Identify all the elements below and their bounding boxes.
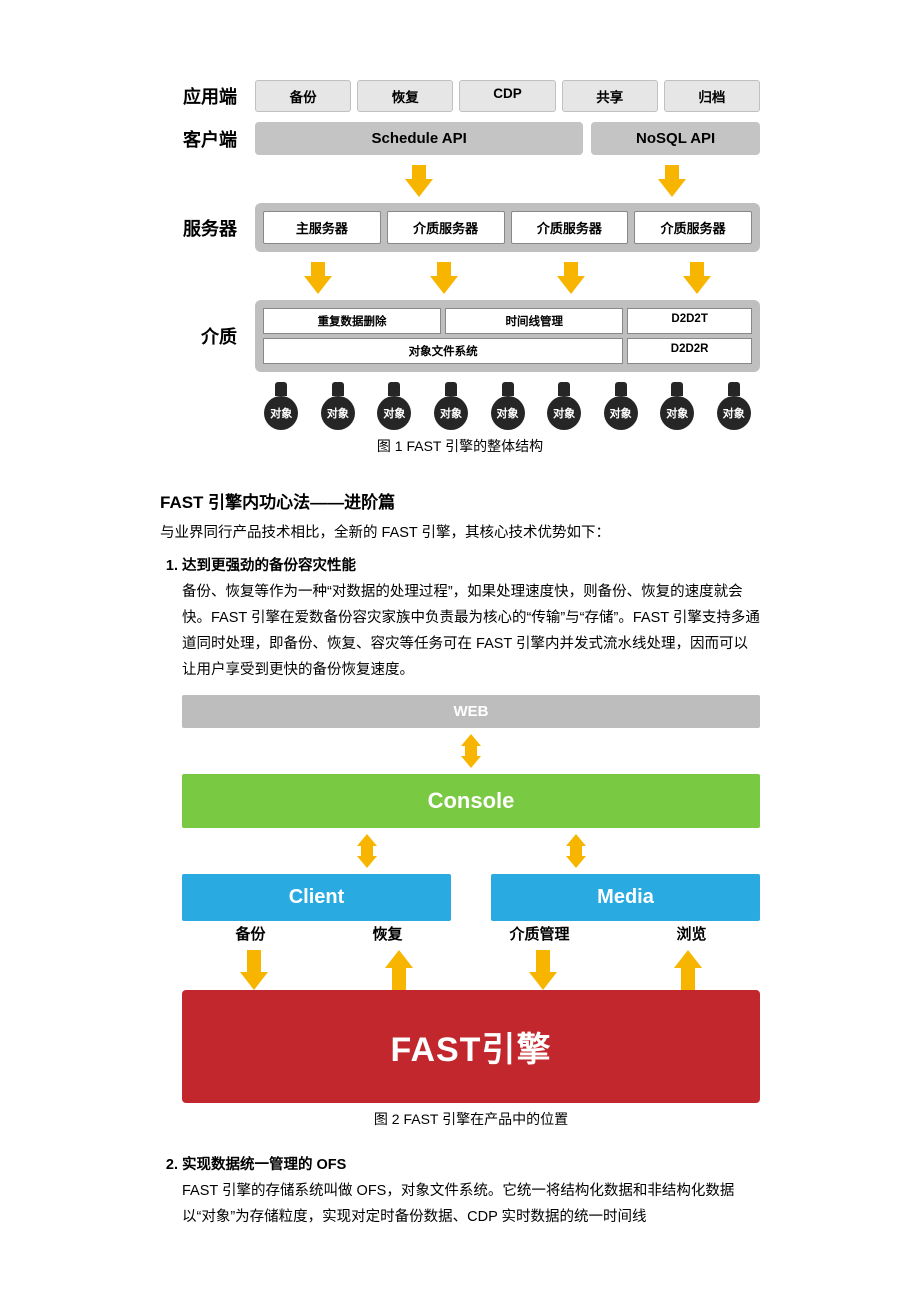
object-label: 对象 — [321, 396, 355, 430]
fig2-label-manage: 介质管理 — [509, 923, 569, 944]
app-cdp: CDP — [459, 80, 555, 112]
fig1-label-app: 应用端 — [160, 83, 255, 109]
fig2-arrows-console-cm — [182, 834, 760, 868]
fig1-client-row: 客户端 Schedule API NoSQL API — [160, 122, 760, 155]
object-label: 对象 — [717, 396, 751, 430]
double-arrow-icon — [566, 834, 586, 868]
arrow-down-icon — [658, 165, 686, 197]
object-node: 对象 — [538, 382, 591, 430]
app-archive: 归档 — [664, 80, 760, 112]
medium-timeline: 时间线管理 — [445, 308, 623, 334]
client-schedule-api: Schedule API — [255, 122, 583, 155]
fig1-caption: 图 1 FAST 引擎的整体结构 — [160, 436, 760, 456]
fig2-label-browse: 浏览 — [676, 923, 706, 944]
fig2-arrows-bottom — [182, 950, 760, 990]
fig2-label-row: 备份 恢复 介质管理 浏览 — [182, 923, 760, 944]
fig1-server-wrap: 主服务器 介质服务器 介质服务器 介质服务器 — [255, 203, 760, 252]
object-label: 对象 — [264, 396, 298, 430]
app-backup: 备份 — [255, 80, 351, 112]
object-label: 对象 — [547, 396, 581, 430]
section-title: FAST 引擎内功心法——进阶篇 — [160, 488, 760, 513]
arrow-down-icon — [683, 262, 711, 294]
object-node: 对象 — [425, 382, 478, 430]
medium-dedup: 重复数据删除 — [263, 308, 441, 334]
arrow-down-icon — [529, 950, 557, 990]
fig2-web: WEB — [182, 695, 760, 728]
object-node: 对象 — [651, 382, 704, 430]
object-label: 对象 — [604, 396, 638, 430]
fig2-engine: FAST引擎 — [182, 990, 760, 1103]
double-arrow-icon — [461, 734, 481, 768]
medium-ofs: 对象文件系统 — [263, 338, 623, 364]
object-label: 对象 — [491, 396, 525, 430]
list-item-1: 达到更强劲的备份容灾性能 备份、恢复等作为一种“对数据的处理过程”，如果处理速度… — [182, 554, 760, 1129]
item2-body: FAST 引擎的存储系统叫做 OFS，对象文件系统。它统一将结构化数据和非结构化… — [182, 1178, 760, 1230]
medium-d2d2r: D2D2R — [627, 338, 752, 364]
medium-d2d2t: D2D2T — [627, 308, 752, 334]
server-media3: 介质服务器 — [634, 211, 752, 244]
object-label: 对象 — [434, 396, 468, 430]
object-label: 对象 — [377, 396, 411, 430]
app-share: 共享 — [562, 80, 658, 112]
server-main: 主服务器 — [263, 211, 381, 244]
arrow-down-icon — [430, 262, 458, 294]
fig2-label-backup: 备份 — [235, 923, 265, 944]
object-node: 对象 — [708, 382, 761, 430]
arrow-down-icon — [405, 165, 433, 197]
fig1-client-bar: Schedule API NoSQL API — [255, 122, 760, 155]
arrow-up-icon — [385, 950, 413, 990]
object-node: 对象 — [481, 382, 534, 430]
fig1-label-server: 服务器 — [160, 215, 255, 241]
figure-1: 应用端 备份 恢复 CDP 共享 归档 客户端 Schedule API NoS… — [160, 80, 760, 456]
fig2-client-media-row: Client Media — [182, 874, 760, 921]
fig2-client: Client — [182, 874, 451, 921]
fig1-server-row: 服务器 主服务器 介质服务器 介质服务器 介质服务器 — [160, 203, 760, 252]
fig1-objects: 对象 对象 对象 对象 对象 对象 对象 对象 对象 — [160, 382, 760, 430]
object-node: 对象 — [368, 382, 421, 430]
fig1-medium-row: 介质 重复数据删除 时间线管理 D2D2T 对象文件系统 D2D2R — [160, 300, 760, 372]
fig2-console: Console — [182, 774, 760, 828]
server-media2: 介质服务器 — [511, 211, 629, 244]
intro-paragraph: 与业界同行产品技术相比，全新的 FAST 引擎，其核心技术优势如下： — [160, 521, 760, 546]
app-restore: 恢复 — [357, 80, 453, 112]
object-node: 对象 — [312, 382, 365, 430]
fig1-apps: 备份 恢复 CDP 共享 归档 — [255, 80, 760, 112]
fig1-arrows-1 — [160, 165, 760, 197]
fig1-medium-wrap: 重复数据删除 时间线管理 D2D2T 对象文件系统 D2D2R — [255, 300, 760, 372]
fig1-arrows-2 — [160, 262, 760, 294]
fig2-label-restore: 恢复 — [372, 923, 402, 944]
fig2-arrows-web-console — [182, 734, 760, 768]
arrow-down-icon — [304, 262, 332, 294]
server-media1: 介质服务器 — [387, 211, 505, 244]
fig1-app-row: 应用端 备份 恢复 CDP 共享 归档 — [160, 80, 760, 112]
object-node: 对象 — [255, 382, 308, 430]
fig2-caption: 图 2 FAST 引擎在产品中的位置 — [182, 1109, 760, 1129]
list-item-2: 实现数据统一管理的 OFS FAST 引擎的存储系统叫做 OFS，对象文件系统。… — [182, 1153, 760, 1230]
fig2-media: Media — [491, 874, 760, 921]
object-label: 对象 — [660, 396, 694, 430]
fig1-label-client: 客户端 — [160, 126, 255, 152]
item1-title: 达到更强劲的备份容灾性能 — [182, 558, 356, 574]
item2-title: 实现数据统一管理的 OFS — [182, 1157, 346, 1173]
figure-2: WEB Console Client Media 备份 恢复 介质管理 浏览 — [182, 695, 760, 1129]
double-arrow-icon — [357, 834, 377, 868]
object-node: 对象 — [594, 382, 647, 430]
client-nosql-api: NoSQL API — [591, 122, 760, 155]
arrow-down-icon — [240, 950, 268, 990]
advantage-list: 达到更强劲的备份容灾性能 备份、恢复等作为一种“对数据的处理过程”，如果处理速度… — [160, 554, 760, 1231]
arrow-down-icon — [557, 262, 585, 294]
item1-body: 备份、恢复等作为一种“对数据的处理过程”，如果处理速度快，则备份、恢复的速度就会… — [182, 579, 760, 683]
arrow-up-icon — [674, 950, 702, 990]
fig1-label-medium: 介质 — [160, 323, 255, 349]
